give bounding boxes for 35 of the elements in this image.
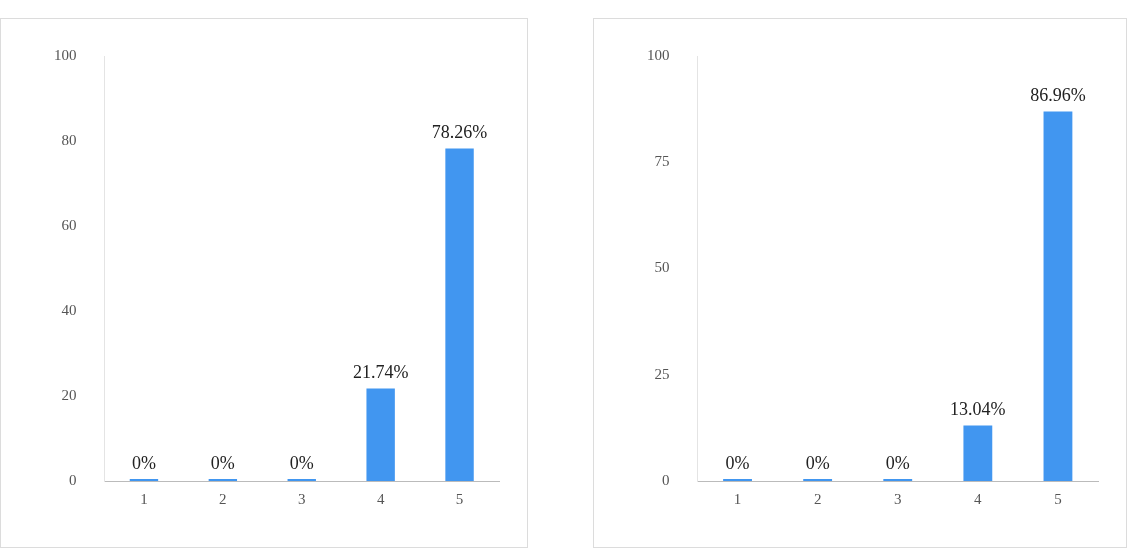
x-tick-label: 5	[455, 490, 464, 507]
bar	[1043, 111, 1073, 481]
x-tick-label: 5	[1054, 490, 1062, 507]
bar	[366, 388, 395, 481]
data-label: 13.04%	[950, 399, 1006, 420]
data-label: 86.96%	[1030, 85, 1086, 106]
data-label: 0%	[289, 452, 314, 473]
bar	[445, 148, 474, 481]
x-tick-label: 3	[894, 490, 902, 507]
y-tick-label: 80	[61, 131, 77, 148]
data-label: 0%	[725, 452, 750, 473]
y-tick-label: 60	[61, 216, 77, 233]
y-tick-label: 50	[654, 259, 670, 276]
y-tick-label: 100	[647, 46, 670, 63]
x-tick-label: 1	[140, 490, 148, 507]
x-tick-label: 3	[298, 490, 306, 507]
y-tick-label: 20	[61, 386, 77, 403]
y-tick-label: 40	[61, 301, 77, 318]
bar	[963, 425, 993, 481]
y-tick-label: 0	[662, 471, 670, 488]
y-tick-label: 75	[654, 153, 670, 170]
data-label: 21.74%	[352, 362, 409, 383]
data-label: 0%	[210, 452, 235, 473]
x-tick-label: 1	[733, 490, 742, 507]
data-label: 0%	[885, 452, 910, 473]
x-tick-label: 4	[376, 490, 385, 507]
data-label: 0%	[805, 452, 830, 473]
x-tick-label: 4	[974, 490, 983, 507]
x-tick-label: 2	[219, 490, 227, 507]
y-tick-label: 100	[54, 46, 77, 63]
data-label: 78.26%	[431, 122, 488, 143]
y-tick-label: 0	[69, 471, 77, 488]
data-label: 0%	[131, 452, 156, 473]
x-tick-label: 2	[813, 490, 822, 507]
y-tick-label: 25	[654, 365, 670, 382]
